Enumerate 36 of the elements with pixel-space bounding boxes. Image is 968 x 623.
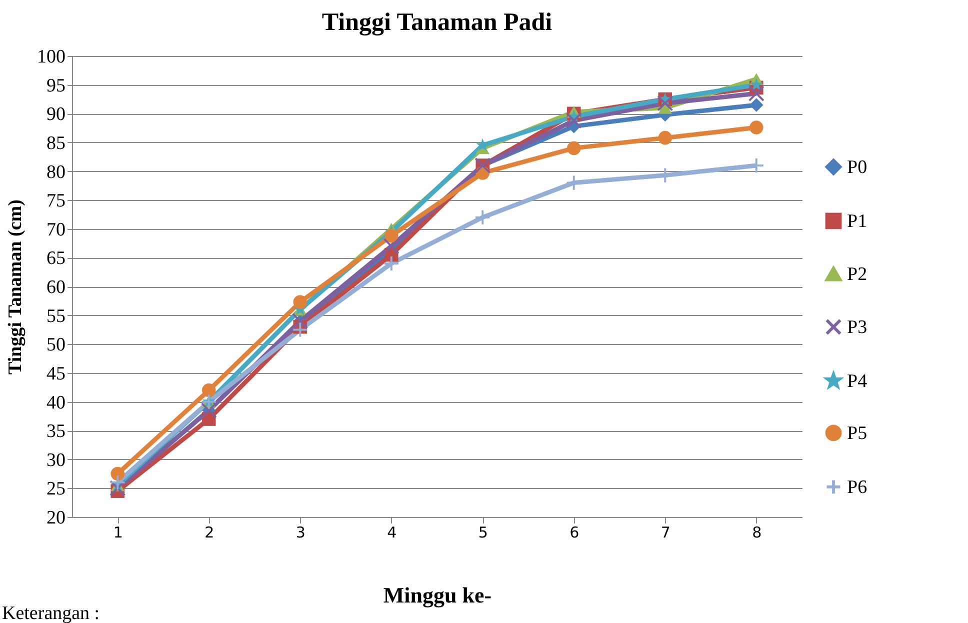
x-tick-label: 6: [570, 524, 580, 542]
legend-label: P6: [847, 476, 868, 498]
y-tick-label: 25: [46, 478, 66, 500]
x-tick-label: 5: [478, 524, 488, 542]
y-tick-label: 75: [46, 190, 66, 212]
y-tick-label: 45: [46, 363, 66, 384]
legend-label: P5: [847, 422, 868, 444]
y-tick-label: 50: [46, 334, 66, 356]
y-tick-label: 95: [46, 75, 66, 96]
y-tick-label: 65: [46, 248, 66, 270]
y-tick-label: 40: [46, 392, 66, 414]
y-tick-label: 80: [46, 162, 66, 183]
legend-label: P4: [847, 370, 868, 392]
y-tick-label: 100: [37, 46, 66, 68]
y-tick-label: 55: [46, 306, 66, 327]
x-tick-label: 1: [113, 524, 123, 542]
y-tick-label: 85: [46, 132, 66, 154]
y-tick-label: 20: [46, 508, 66, 528]
x-axis-title: Minggu ke-: [383, 582, 492, 608]
x-tick-label: 2: [204, 524, 214, 542]
y-axis-title: Tinggi Tanaman (cm): [5, 200, 26, 374]
y-tick-label: 35: [46, 421, 66, 442]
x-tick-label: 8: [752, 524, 762, 542]
y-tick-label: 90: [46, 104, 66, 126]
y-tick-label: 60: [46, 277, 66, 298]
text: Keterangan :: [2, 603, 100, 623]
legend-label: P1: [847, 210, 868, 232]
chart-title: Tinggi Tanaman Padi: [322, 9, 552, 36]
legend-label: P2: [847, 264, 868, 285]
y-tick-label: 70: [46, 219, 66, 240]
x-tick-label: 3: [296, 524, 306, 542]
x-tick-label: 4: [387, 524, 397, 542]
y-tick-label: 30: [46, 450, 66, 471]
legend-label: P0: [847, 156, 868, 178]
x-tick-label: 7: [660, 524, 670, 542]
legend-label: P3: [847, 316, 868, 338]
